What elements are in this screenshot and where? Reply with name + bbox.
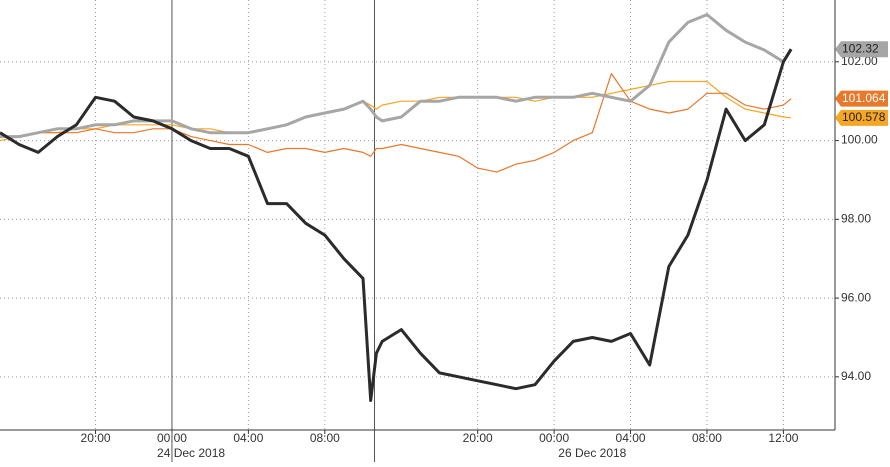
series-line: [0, 73, 792, 173]
x-tick-label: 12:00: [768, 431, 798, 445]
y-tick-label: 96.00: [841, 290, 871, 304]
y-tick-label: 100.00: [841, 133, 878, 147]
series-line: [0, 80, 792, 142]
series-line: [0, 48, 793, 402]
x-tick-label: 08:00: [692, 431, 722, 445]
value-label-box: [835, 41, 888, 58]
y-tick-label: 94.00: [841, 369, 871, 383]
date-label: 24 Dec 2018: [157, 446, 225, 460]
x-tick-label: 08:00: [310, 431, 340, 445]
value-label: 101.064: [842, 91, 886, 105]
value-label: 102.32: [842, 41, 879, 55]
x-tick-label: 04:00: [233, 431, 263, 445]
x-tick-label: 20:00: [463, 431, 493, 445]
value-label-box: [835, 109, 888, 126]
y-tick-label: 102.00: [841, 54, 878, 68]
value-label: 100.578: [842, 110, 886, 124]
x-tick-label: 00:00: [539, 431, 569, 445]
y-tick-label: 98.00: [841, 212, 871, 226]
value-label-box: [835, 90, 888, 107]
series-line: [0, 13, 793, 139]
date-label: 26 Dec 2018: [558, 446, 626, 460]
x-tick-label: 04:00: [616, 431, 646, 445]
x-tick-label: 20:00: [81, 431, 111, 445]
